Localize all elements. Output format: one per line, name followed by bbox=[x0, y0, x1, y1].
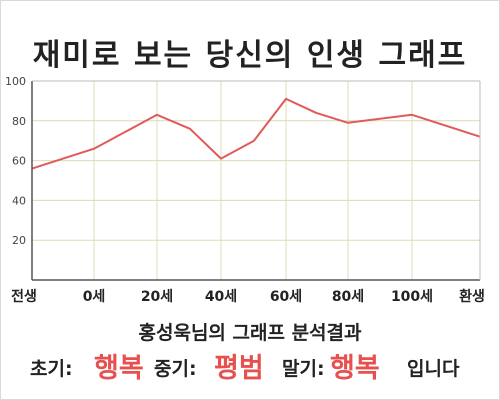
y-tick-label: 80 bbox=[12, 115, 26, 128]
early-stage-value: 행복 bbox=[94, 353, 144, 384]
x-tick-label: 환생 bbox=[459, 288, 485, 305]
x-tick-label: 60세 bbox=[270, 289, 302, 305]
page-title: 재미로 보는 당신의 인생 그래프 bbox=[32, 38, 468, 73]
y-tick-label: 60 bbox=[12, 155, 26, 168]
chart-axes bbox=[31, 80, 481, 281]
x-tick-label: 0세 bbox=[83, 289, 106, 305]
y-tick-label: 100 bbox=[5, 75, 26, 88]
early-stage-label: 초기: bbox=[30, 358, 73, 380]
x-tick-labels: 전생 0세 20세 40세 60세 80세 100세 환생 bbox=[11, 288, 485, 305]
x-tick-label: 20세 bbox=[141, 289, 173, 305]
x-tick-label: 40세 bbox=[205, 289, 237, 305]
x-tick-label: 전생 bbox=[11, 288, 37, 305]
plot-background bbox=[32, 81, 480, 280]
mid-stage-label: 중기: bbox=[154, 358, 197, 380]
late-stage-label: 말기: bbox=[282, 358, 325, 380]
x-tick-label: 80세 bbox=[332, 289, 364, 305]
chart-grid bbox=[31, 80, 481, 280]
y-tick-label: 40 bbox=[12, 194, 26, 207]
result-suffix: 입니다 bbox=[407, 358, 460, 380]
y-tick-label: 20 bbox=[12, 234, 26, 247]
x-tick-label: 100세 bbox=[391, 289, 433, 305]
y-tick-labels: 20 40 60 80 100 bbox=[5, 75, 26, 247]
analysis-caption: 홍성욱님의 그래프 분석결과 bbox=[138, 322, 362, 344]
late-stage-value: 행복 bbox=[330, 353, 380, 384]
mid-stage-value: 평범 bbox=[214, 353, 264, 384]
